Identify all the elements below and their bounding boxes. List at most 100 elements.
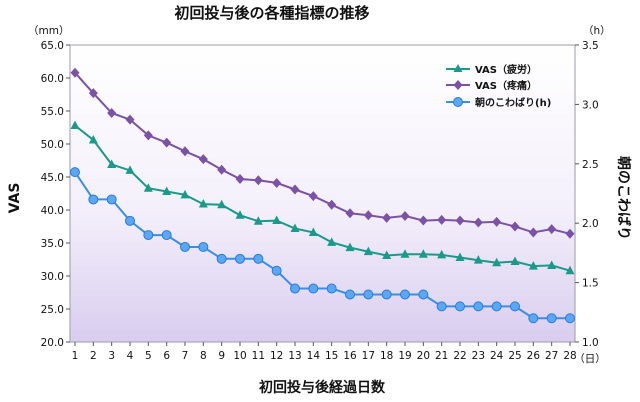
data-point-diamond bbox=[70, 67, 80, 78]
y-right-tick-label: 2.5 bbox=[582, 159, 599, 171]
data-point-triangle bbox=[198, 199, 208, 208]
data-point-triangle bbox=[180, 189, 190, 199]
data-point-circle bbox=[381, 289, 392, 300]
data-point-triangle bbox=[290, 223, 300, 232]
y-left-unit: （mm） bbox=[28, 25, 69, 37]
data-point-diamond bbox=[345, 208, 355, 219]
data-point-diamond bbox=[88, 88, 98, 99]
data-point-diamond bbox=[437, 214, 447, 225]
data-point-circle bbox=[363, 289, 374, 300]
data-point-diamond bbox=[363, 210, 373, 221]
series-line bbox=[74, 171, 570, 320]
legend-triangle-marker bbox=[453, 64, 463, 72]
data-point-triangle bbox=[327, 237, 337, 246]
data-point-circle bbox=[235, 253, 245, 264]
y-right-tick-label: 2.0 bbox=[582, 218, 599, 230]
x-tick-label: 13 bbox=[288, 350, 301, 362]
legend-circle-marker bbox=[453, 97, 463, 107]
data-point-circle bbox=[180, 241, 190, 252]
data-point-circle bbox=[88, 194, 99, 205]
x-tick-label: 14 bbox=[307, 350, 321, 362]
data-point-triangle bbox=[107, 159, 117, 168]
data-point-diamond bbox=[510, 221, 520, 232]
data-point-triangle bbox=[272, 215, 282, 225]
data-point-diamond bbox=[162, 137, 172, 148]
x-tick-label: 25 bbox=[508, 350, 521, 362]
data-point-diamond bbox=[107, 107, 117, 118]
legend: VAS（疲労） VAS（疼痛） 朝のこわばり(h) bbox=[446, 63, 551, 109]
data-point-triangle bbox=[492, 257, 502, 267]
x-tick-label: 4 bbox=[127, 350, 134, 362]
data-point-diamond bbox=[290, 184, 300, 195]
y-right-axis-title: 朝のこわばり bbox=[615, 156, 632, 240]
x-axis-title: 初回投与後経過日数 bbox=[259, 379, 386, 396]
legend-item-stiffness: 朝のこわばり(h) bbox=[446, 96, 551, 109]
y-left-tick-label: 55.0 bbox=[41, 106, 64, 118]
x-tick-label: 19 bbox=[398, 350, 411, 362]
x-tick-label: 28 bbox=[563, 350, 576, 362]
x-tick-label: 26 bbox=[527, 350, 541, 362]
data-point-diamond bbox=[143, 130, 153, 141]
y-left-ticks: 20.0 25.0 30.0 35.0 40.0 45.0 50.0 55.0 60.0 65.0 bbox=[41, 40, 70, 349]
legend-diamond-marker bbox=[453, 80, 463, 90]
series-0 bbox=[70, 120, 575, 275]
data-point-circle bbox=[418, 289, 429, 300]
y-left-tick-label: 30.0 bbox=[41, 271, 64, 283]
y-left-tick-label: 25.0 bbox=[41, 304, 64, 316]
legend-label-stiffness: 朝のこわばり(h) bbox=[475, 96, 551, 109]
data-point-triangle bbox=[235, 210, 245, 219]
data-point-triangle bbox=[345, 242, 355, 252]
x-tick-label: 2 bbox=[90, 350, 97, 362]
x-tick-label: 15 bbox=[325, 350, 338, 362]
series-line bbox=[74, 72, 571, 235]
data-point-triangle bbox=[88, 135, 98, 144]
y-right-tick-label: 1.5 bbox=[582, 278, 599, 290]
x-tick-label: 9 bbox=[218, 350, 225, 362]
data-point-circle bbox=[308, 283, 319, 294]
data-point-triangle bbox=[547, 260, 557, 269]
data-point-circle bbox=[491, 301, 502, 312]
x-tick-label: 5 bbox=[145, 350, 152, 362]
y-left-tick-label: 65.0 bbox=[41, 40, 64, 52]
data-point-circle bbox=[106, 194, 117, 205]
y-left-tick-label: 50.0 bbox=[41, 139, 64, 151]
data-point-circle bbox=[143, 230, 154, 241]
data-point-triangle bbox=[143, 183, 153, 192]
data-point-triangle bbox=[437, 249, 447, 259]
legend-label-pain: VAS（疼痛） bbox=[475, 79, 537, 92]
y-right-tick-label: 3.0 bbox=[582, 99, 599, 111]
series-1 bbox=[70, 67, 575, 239]
x-tick-label: 1 bbox=[72, 350, 79, 362]
x-tick-label: 11 bbox=[252, 350, 265, 362]
x-tick-label: 27 bbox=[545, 350, 558, 362]
x-tick-label: 18 bbox=[380, 350, 393, 362]
x-tick-label: 20 bbox=[417, 350, 430, 362]
series-2 bbox=[70, 167, 575, 324]
data-point-diamond bbox=[455, 215, 465, 226]
data-point-circle bbox=[326, 283, 337, 294]
data-point-circle bbox=[290, 283, 300, 294]
plot-area bbox=[69, 44, 576, 343]
x-tick-label: 7 bbox=[182, 350, 189, 362]
y-left-tick-label: 45.0 bbox=[41, 172, 64, 184]
x-tick-label: 6 bbox=[163, 350, 170, 362]
data-point-circle bbox=[510, 301, 520, 312]
data-point-triangle bbox=[400, 249, 410, 258]
data-point-circle bbox=[436, 301, 447, 312]
data-point-diamond bbox=[382, 212, 392, 223]
data-point-triangle bbox=[70, 120, 80, 130]
x-tick-label: 12 bbox=[270, 350, 283, 362]
x-axis-unit: （日） bbox=[574, 353, 606, 365]
data-point-triangle bbox=[455, 252, 465, 262]
data-point-circle bbox=[565, 313, 575, 324]
y-left-tick-label: 40.0 bbox=[41, 205, 64, 217]
data-point-circle bbox=[455, 301, 465, 312]
y-left-tick-label: 35.0 bbox=[41, 238, 64, 250]
data-point-circle bbox=[400, 289, 410, 300]
series-line bbox=[74, 124, 571, 272]
data-point-triangle bbox=[253, 216, 263, 225]
x-tick-label: 23 bbox=[472, 350, 485, 362]
data-point-circle bbox=[528, 313, 539, 324]
data-point-triangle bbox=[565, 265, 575, 275]
data-point-triangle bbox=[308, 227, 318, 236]
